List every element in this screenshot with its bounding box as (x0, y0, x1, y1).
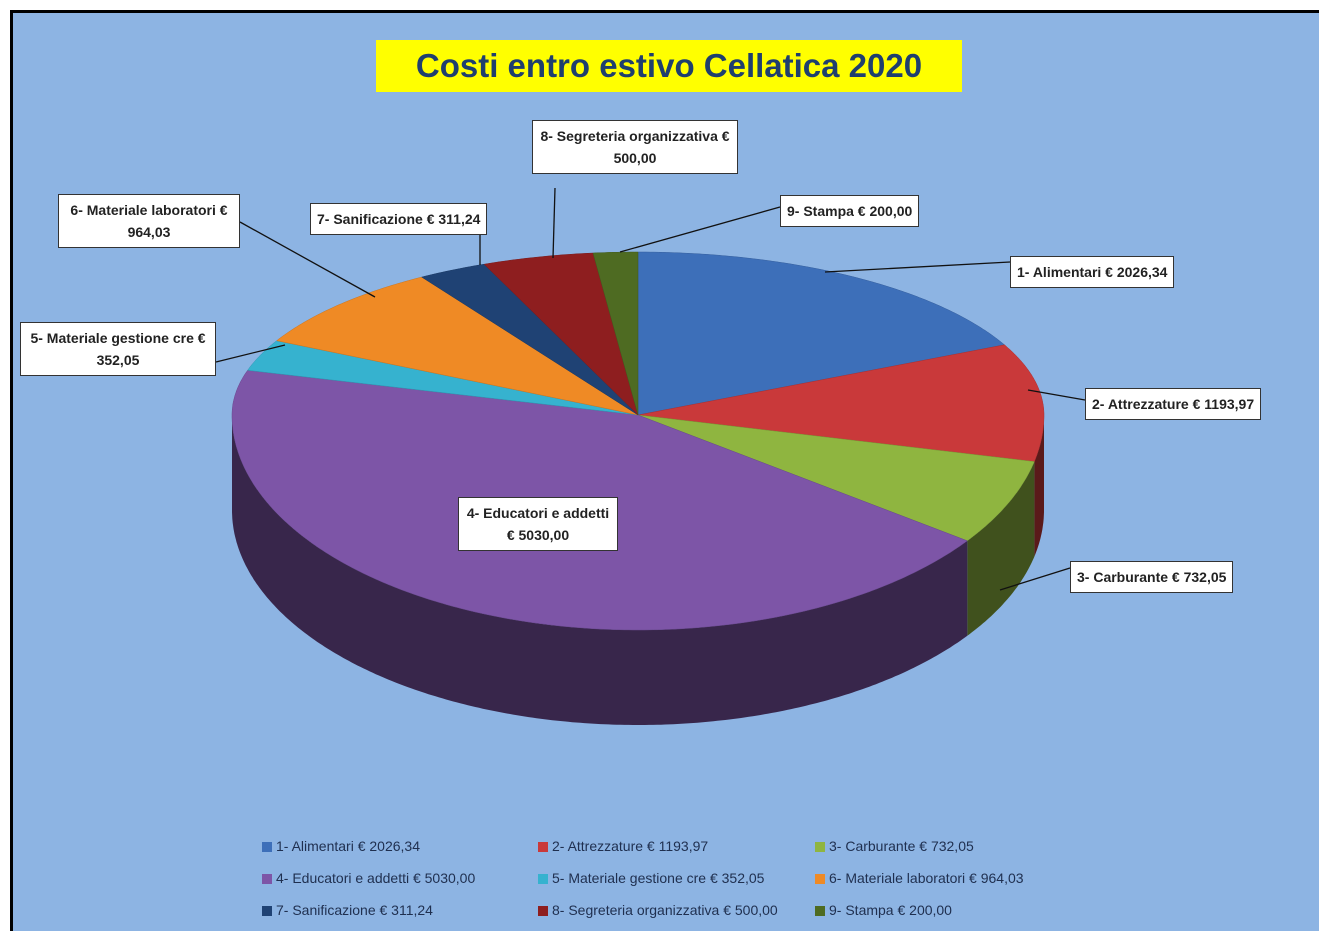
legend-label: 6- Materiale laboratori € 964,03 (829, 870, 1024, 886)
data-label: 3- Carburante € 732,05 (1070, 561, 1234, 593)
legend-entry: 3- Carburante € 732,05 (815, 838, 974, 854)
legend-label: 2- Attrezzature € 1193,97 (552, 838, 709, 854)
slice (592, 251, 639, 416)
legend-swatch (815, 906, 825, 916)
legend-label: 3- Carburante € 732,05 (829, 838, 974, 854)
leader-line (619, 206, 781, 253)
slice-side (232, 415, 968, 725)
data-label: 6- Materiale laboratori € 964,03 (58, 194, 240, 248)
legend-entry: 8- Segreteria organizzativa € 500,00 (538, 902, 778, 918)
legend-entry: 5- Materiale gestione cre € 352,05 (538, 870, 764, 886)
legend-swatch (538, 906, 548, 916)
legend-entry: 6- Materiale laboratori € 964,03 (815, 870, 1024, 886)
legend-swatch (262, 842, 272, 852)
slice (247, 340, 639, 416)
leader-line (999, 567, 1071, 591)
slice (637, 344, 1045, 462)
legend-label: 8- Segreteria organizzativa € 500,00 (552, 902, 778, 918)
legend-swatch (538, 842, 548, 852)
leader-line (1027, 389, 1086, 401)
legend-label: 5- Materiale gestione cre € 352,05 (552, 870, 765, 886)
slice-side (967, 461, 1035, 636)
data-label: 9- Stampa € 200,00 (780, 195, 920, 227)
legend-entry: 1- Alimentari € 2026,34 (262, 838, 420, 854)
slice (276, 276, 639, 416)
legend-entry: 9- Stampa € 200,00 (815, 902, 952, 918)
legend-label: 4- Educatori e addetti € 5030,00 (276, 870, 476, 886)
slice (637, 414, 1035, 542)
leader-line (215, 344, 286, 363)
legend-swatch (538, 874, 548, 884)
data-label: 8- Segreteria organizzativa € 500,00 (532, 120, 738, 174)
data-label: 4- Educatori e addetti € 5030,00 (458, 497, 618, 551)
legend-entry: 7- Sanificazione € 311,24 (262, 902, 433, 918)
chart-title: Costi entro estivo Cellatica 2020 (376, 40, 962, 92)
slice (421, 263, 639, 416)
legend-swatch (815, 842, 825, 852)
legend-label: 1- Alimentari € 2026,34 (276, 838, 420, 854)
slice (483, 252, 639, 416)
leader-line (552, 187, 556, 259)
legend-label: 9- Stampa € 200,00 (829, 902, 952, 918)
legend-entry: 4- Educatori e addetti € 5030,00 (262, 870, 475, 886)
leader-line (824, 261, 1011, 273)
legend-label: 7- Sanificazione € 311,24 (276, 902, 433, 918)
legend-swatch (262, 906, 272, 916)
legend-swatch (262, 874, 272, 884)
data-label: 2- Attrezzature € 1193,97 (1085, 388, 1262, 420)
data-label: 5- Materiale gestione cre € 352,05 (20, 322, 216, 376)
legend-entry: 2- Attrezzature € 1193,97 (538, 838, 708, 854)
data-label: 1- Alimentari € 2026,34 (1010, 256, 1175, 288)
leader-line (239, 221, 376, 298)
slice (637, 251, 1006, 416)
slice-side (1034, 415, 1044, 557)
data-label: 7- Sanificazione € 311,24 (310, 203, 488, 235)
legend-swatch (815, 874, 825, 884)
